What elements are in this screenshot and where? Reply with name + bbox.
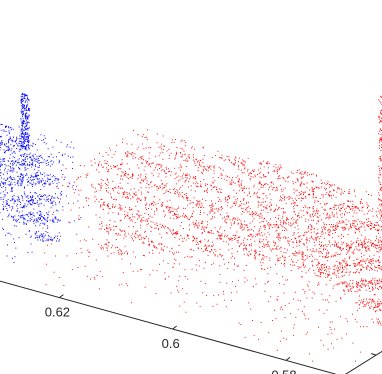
x-tick-label: 0.6 — [162, 336, 180, 351]
series-1-points — [42, 95, 382, 362]
axes: 0.020-0.02-0.04-0.06-0.080.660.640.620.6… — [0, 280, 382, 374]
y-tick — [371, 353, 377, 356]
series-0-points — [0, 92, 82, 263]
data-points — [0, 92, 382, 362]
series-1-cloud — [42, 95, 382, 362]
x-axis-line — [0, 280, 337, 374]
x-tick — [285, 356, 291, 361]
x-tick-label: 0.62 — [45, 305, 70, 320]
x-tick — [59, 294, 64, 299]
x-tick — [172, 325, 177, 330]
series-0-cloud — [0, 92, 82, 263]
x-tick-label: 0.58 — [271, 367, 296, 374]
